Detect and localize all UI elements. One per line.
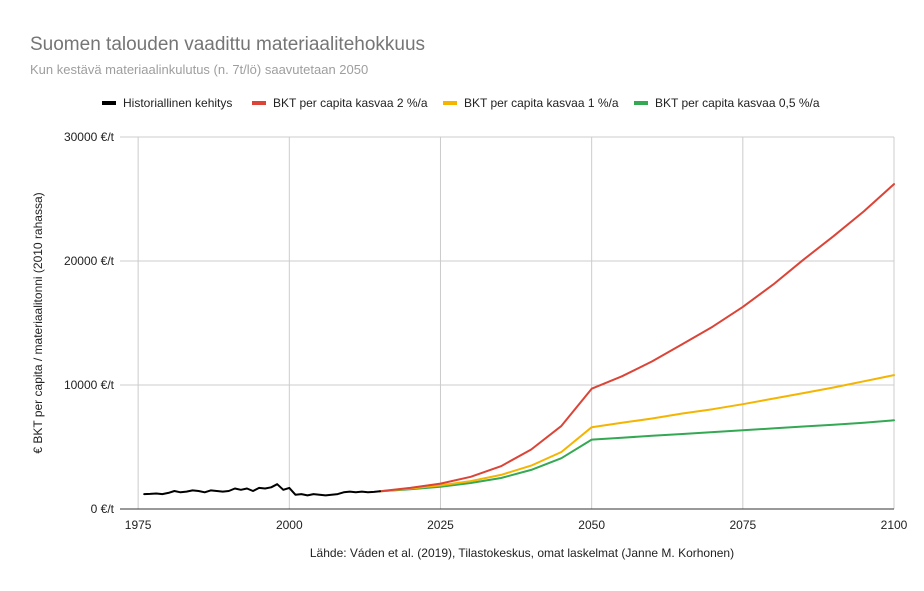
legend-label: BKT per capita kasvaa 0,5 %/a bbox=[655, 96, 820, 110]
legend-label: BKT per capita kasvaa 2 %/a bbox=[273, 96, 428, 110]
x-tick-label: 2100 bbox=[881, 518, 908, 532]
x-tick-label: 1975 bbox=[125, 518, 152, 532]
y-tick-label: 20000 €/t bbox=[64, 254, 115, 268]
series-1pct-line bbox=[379, 374, 895, 493]
series-2pct-line bbox=[379, 183, 895, 493]
chart-subtitle: Kun kestävä materiaalinkulutus (n. 7t/lö… bbox=[30, 62, 368, 77]
y-axis-label: € BKT per capita / materiaalitonni (2010… bbox=[31, 192, 45, 453]
x-tick-label: 2075 bbox=[729, 518, 756, 532]
chart-title: Suomen talouden vaadittu materiaalitehok… bbox=[30, 34, 425, 55]
series-05pct-line bbox=[379, 419, 895, 493]
source-caption: Lähde: Váden et al. (2019), Tilastokesku… bbox=[310, 546, 734, 560]
series-historical-line bbox=[143, 483, 381, 497]
legend-label: Historiallinen kehitys bbox=[123, 96, 232, 110]
x-tick-label: 2050 bbox=[578, 518, 605, 532]
y-tick-label: 10000 €/t bbox=[64, 378, 115, 392]
legend-label: BKT per capita kasvaa 1 %/a bbox=[464, 96, 619, 110]
y-tick-label: 30000 €/t bbox=[64, 130, 115, 144]
x-tick-label: 2000 bbox=[276, 518, 303, 532]
y-tick-label: 0 €/t bbox=[91, 502, 115, 516]
x-tick-label: 2025 bbox=[427, 518, 454, 532]
